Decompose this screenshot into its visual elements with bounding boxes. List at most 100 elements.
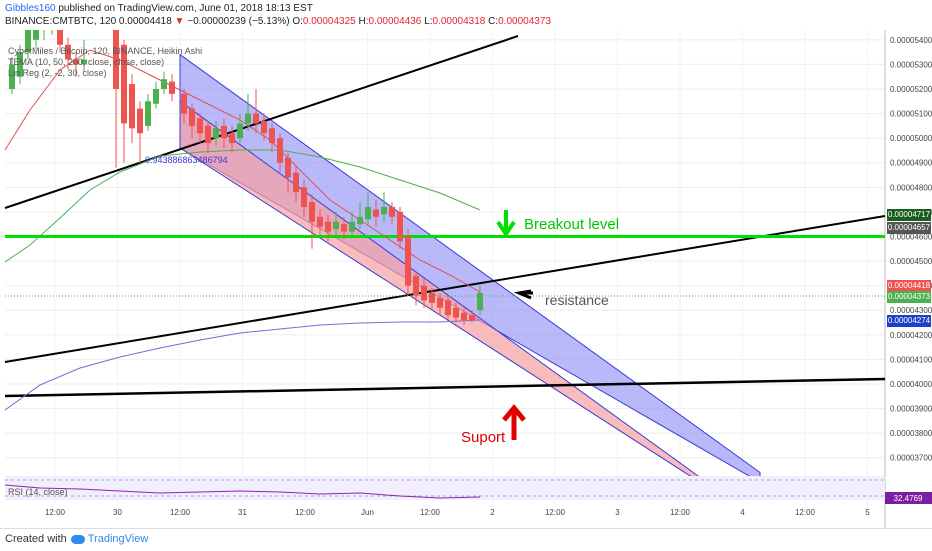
- time-tick-label: 12:00: [45, 508, 66, 517]
- time-tick-label: 12:00: [795, 508, 816, 517]
- candle-body: [293, 172, 299, 193]
- rsi-value-tag: [885, 492, 932, 504]
- candle-body: [189, 108, 195, 126]
- candle-body: [213, 128, 219, 139]
- candle-body: [57, 30, 63, 45]
- candle-body: [357, 216, 363, 225]
- price-tag: 0.00004373: [887, 291, 931, 303]
- candle-body: [317, 216, 323, 227]
- candle-body: [389, 206, 395, 217]
- price-tick-label: 0.00004200: [890, 331, 932, 340]
- candle-body: [349, 221, 355, 232]
- price-tick-label: 0.00004100: [890, 355, 932, 364]
- price-tick-label: 0.00004800: [890, 183, 932, 192]
- breakout-label: Breakout level: [524, 216, 620, 233]
- price-tag: 0.00004657: [887, 222, 931, 234]
- candle-body: [325, 221, 331, 232]
- legend-linreg: Lin Reg (2, -2, 30, close): [8, 68, 107, 78]
- candle-body: [269, 128, 275, 144]
- candle-body: [181, 93, 187, 114]
- price-tick-label: 0.00005400: [890, 36, 932, 45]
- support-arrow-icon: [502, 404, 526, 440]
- candle-body: [437, 297, 443, 308]
- publish-header: Gibbles160 published on TradingView.com,…: [0, 0, 932, 30]
- created-with: Created with TradingView: [5, 533, 148, 545]
- high-label: H:: [358, 16, 369, 27]
- candle-body: [461, 312, 467, 321]
- tradingview-logo-icon: [70, 534, 85, 544]
- price-change: −0.00000239 (−5.13%): [187, 16, 290, 27]
- candle-body: [169, 81, 175, 94]
- open-label: O:: [292, 16, 303, 27]
- time-tick-label: 2: [490, 508, 495, 517]
- price-tag: 0.00004717: [887, 209, 931, 221]
- author-link[interactable]: Gibbles160: [5, 3, 56, 14]
- candle-body: [145, 101, 151, 126]
- candles: [9, 30, 483, 325]
- price-tick-label: 0.00005000: [890, 134, 932, 143]
- price-tick-label: 0.00004300: [890, 306, 932, 315]
- candle-body: [65, 44, 71, 60]
- time-tick-label: 4: [740, 508, 745, 517]
- price-tick-label: 0.00005300: [890, 60, 932, 69]
- candle-body: [197, 118, 203, 134]
- channel-upper-band: [179, 53, 761, 484]
- legend-title: CyberMiles / Bitcoin, 120, BINANCE, Heik…: [8, 46, 203, 56]
- trendline-resistance[interactable]: [4, 215, 886, 363]
- low-value: 0.00004318: [432, 16, 486, 27]
- price-tag: 0.00004274: [887, 315, 931, 327]
- price-chart[interactable]: 0.00005400 0.00005300 0.00005200 0.00005100…: [0, 30, 932, 528]
- candle-body: [397, 211, 403, 242]
- breakout-arrow-icon: [496, 210, 516, 238]
- candle-body: [137, 108, 143, 134]
- chart-grid: [5, 30, 885, 505]
- price-tick-label: 0.00004600: [890, 232, 932, 241]
- candle-body: [365, 206, 371, 220]
- price-tick-label: 0.00004500: [890, 257, 932, 266]
- created-text: Created with: [5, 533, 67, 545]
- candle-body: [333, 221, 339, 230]
- price-tick-label: 0.00005100: [890, 110, 932, 119]
- candle-body: [445, 300, 451, 316]
- legend-tema: TEMA (10, 50, 200, close, close, close): [8, 57, 165, 67]
- candle-body: [17, 52, 23, 77]
- time-tick-label: 12:00: [295, 508, 316, 517]
- candle-body: [73, 59, 79, 65]
- candle-body: [205, 125, 211, 144]
- price-tick-label: 0.00005200: [890, 85, 932, 94]
- trendline-support[interactable]: [4, 377, 886, 398]
- support-label: Suport: [461, 429, 506, 446]
- candle-body: [129, 84, 135, 129]
- tradingview-link[interactable]: TradingView: [87, 533, 149, 545]
- price-tag: 0.00004418: [887, 280, 931, 292]
- time-tick-label: Jun: [361, 508, 374, 517]
- ema-mid-line: [4, 149, 481, 263]
- publish-line: Gibbles160 published on TradingView.com,…: [5, 3, 313, 14]
- channel-lower-band: [179, 100, 701, 484]
- candle-body: [113, 30, 119, 89]
- candle-body: [285, 157, 291, 178]
- candle-body: [413, 275, 419, 296]
- high-value: 0.00004436: [368, 16, 422, 27]
- candle-body: [477, 293, 483, 311]
- candle-body: [253, 113, 259, 124]
- candle-body: [81, 59, 87, 65]
- candle-body: [453, 307, 459, 318]
- time-tick-label: 3: [615, 508, 620, 517]
- candle-body: [245, 113, 251, 124]
- channel-value-label: 0.943886863486794: [145, 155, 228, 165]
- candle-body: [229, 133, 235, 144]
- last-price: 0.00004418: [118, 16, 172, 27]
- price-tick-label: 0.00003800: [890, 429, 932, 438]
- candle-body: [301, 187, 307, 207]
- candle-body: [33, 30, 39, 40]
- rsi-line: [4, 484, 481, 499]
- candle-body: [277, 138, 283, 163]
- close-value: 0.00004373: [498, 16, 551, 27]
- price-tick-label: 0.00004900: [890, 159, 932, 168]
- time-tick-label: 12:00: [670, 508, 691, 517]
- close-label: C:: [488, 16, 499, 27]
- candle-body: [161, 79, 167, 89]
- time-tick-label: 30: [113, 508, 122, 517]
- published-text: published on TradingView.com, June 01, 2…: [58, 3, 313, 14]
